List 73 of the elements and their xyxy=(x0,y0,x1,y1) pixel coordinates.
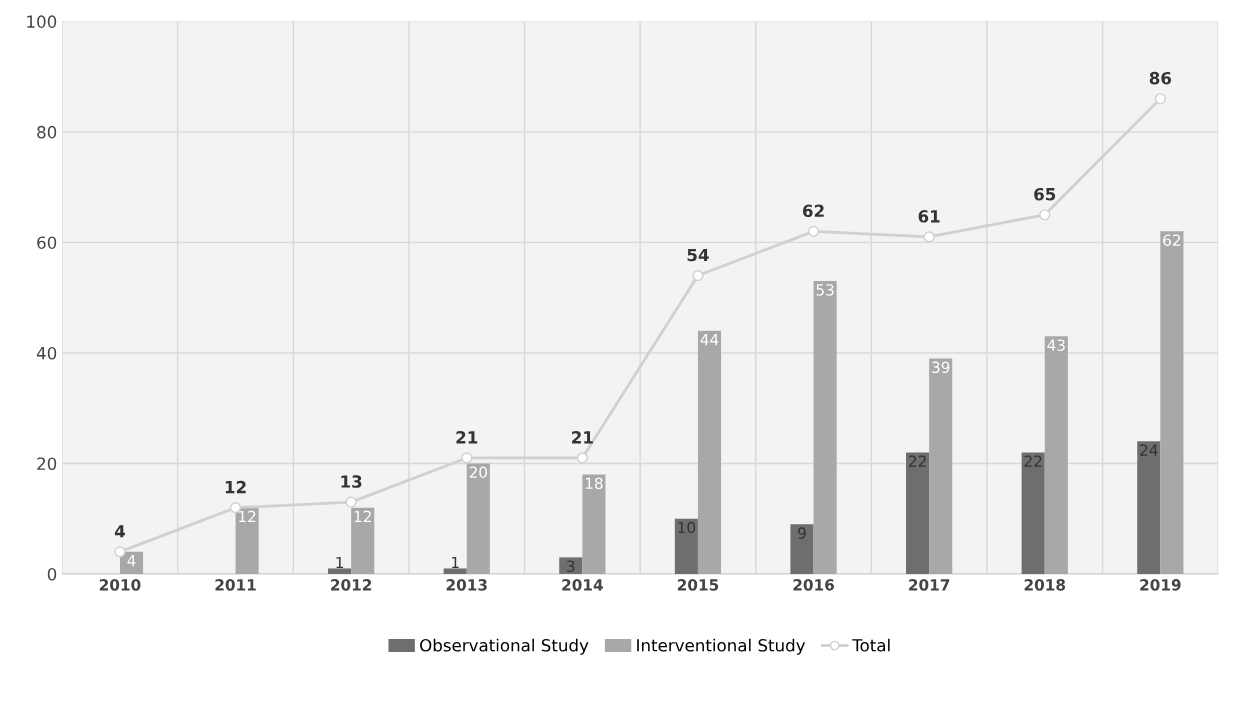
x-tick-label: 2018 xyxy=(1024,579,1066,591)
data-label: 21 xyxy=(456,431,478,444)
legend-label: Total xyxy=(852,638,890,652)
data-label: 53 xyxy=(816,284,834,296)
x-tick-label: 2014 xyxy=(562,579,603,591)
data-label: 4 xyxy=(127,555,136,567)
data-label: 9 xyxy=(798,527,806,539)
point xyxy=(461,452,473,464)
data-label: 86 xyxy=(1149,71,1172,85)
point xyxy=(1154,93,1166,105)
data-label: 4 xyxy=(114,525,125,538)
data-label: 62 xyxy=(1163,234,1181,246)
x-tick-label: 2011 xyxy=(215,579,256,591)
bar xyxy=(559,557,583,574)
data-label: 13 xyxy=(341,475,362,488)
point xyxy=(114,546,126,558)
bar xyxy=(929,358,953,574)
data-label: 12 xyxy=(225,480,246,494)
data-label: 54 xyxy=(687,248,709,262)
x-tick-label: 2016 xyxy=(793,579,834,591)
x-tick-label: 2012 xyxy=(331,579,372,591)
data-label: 10 xyxy=(678,521,696,534)
data-label: 39 xyxy=(932,361,950,374)
bar xyxy=(674,518,698,574)
bar xyxy=(466,463,490,574)
point xyxy=(345,496,357,508)
point xyxy=(692,270,704,282)
data-label: 12 xyxy=(354,510,371,523)
data-label: 22 xyxy=(1024,455,1042,467)
data-label: 12 xyxy=(239,510,256,523)
y-tick-label: 0 xyxy=(47,567,57,581)
bar xyxy=(1021,452,1045,574)
data-label: 65 xyxy=(1034,187,1056,201)
bar xyxy=(697,330,722,574)
data-label: 22 xyxy=(908,455,926,467)
data-label: 18 xyxy=(585,477,603,490)
bar xyxy=(328,568,352,574)
legend-label: Interventional Study xyxy=(637,638,806,655)
data-label: 24 xyxy=(1140,444,1158,456)
point xyxy=(1039,209,1051,221)
data-label: 21 xyxy=(572,431,593,444)
bar xyxy=(906,452,930,574)
data-label: 62 xyxy=(802,204,824,218)
bar xyxy=(235,507,259,574)
bar xyxy=(1137,441,1161,574)
legend-label: Observational Study xyxy=(420,638,589,655)
point xyxy=(807,225,820,237)
x-tick-label: 2015 xyxy=(677,579,719,591)
bar xyxy=(582,474,606,574)
bar xyxy=(1044,336,1068,574)
x-tick-label: 2017 xyxy=(909,579,950,591)
data-label: 61 xyxy=(918,210,940,223)
y-tick-label: 60 xyxy=(37,236,57,249)
data-label: 1 xyxy=(452,556,459,569)
bar xyxy=(351,507,375,574)
x-tick-label: 2010 xyxy=(99,579,141,591)
point xyxy=(923,231,935,243)
y-tick-label: 80 xyxy=(37,125,57,139)
data-label: 20 xyxy=(469,466,488,479)
x-tick-label: 2019 xyxy=(1140,579,1181,591)
y-tick-label: 20 xyxy=(37,457,57,471)
data-label: 1 xyxy=(336,556,344,569)
y-tick-label: 40 xyxy=(36,346,57,360)
point xyxy=(576,452,588,464)
data-label: 44 xyxy=(700,334,719,346)
y-tick-label: 100 xyxy=(27,15,57,28)
bar xyxy=(443,568,467,574)
data-label: 3 xyxy=(567,560,575,572)
bar xyxy=(813,281,837,574)
data-label: 43 xyxy=(1047,339,1065,351)
bar xyxy=(790,524,814,574)
bar xyxy=(1160,231,1184,574)
x-tick-label: 2013 xyxy=(446,579,487,591)
